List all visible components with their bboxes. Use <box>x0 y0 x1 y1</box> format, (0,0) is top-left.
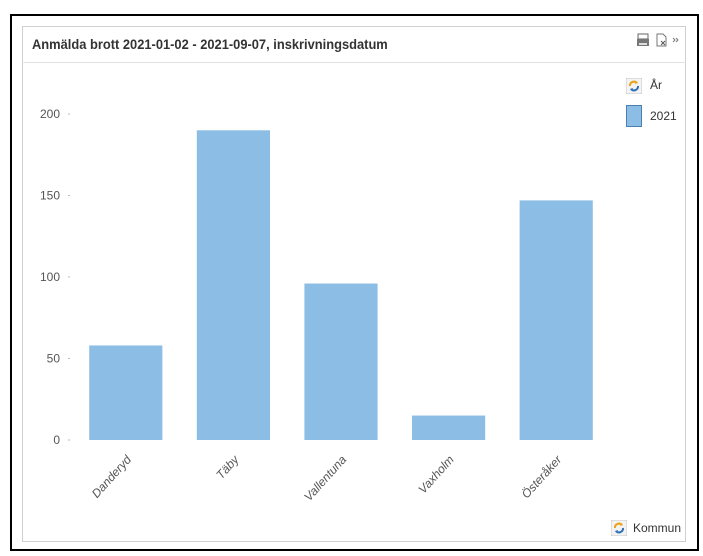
x-axis-title: Kommun <box>633 521 682 535</box>
bar <box>196 130 270 441</box>
bar <box>89 345 163 440</box>
y-tick-label: 0 <box>53 433 60 447</box>
x-tick-label: Österåker <box>519 452 565 501</box>
bar <box>304 283 378 440</box>
y-tick-label: 200 <box>40 107 60 121</box>
chart-title: Anmälda brott 2021-01-02 - 2021-09-07, i… <box>32 36 388 52</box>
caption-bar: Anmälda brott 2021-01-02 - 2021-09-07, i… <box>22 26 686 63</box>
legend-title: År <box>650 78 662 92</box>
more-icon[interactable] <box>672 33 680 52</box>
y-tick-label: 100 <box>40 270 60 284</box>
x-tick-label: Vallentuna <box>301 452 349 503</box>
x-tick-label: Vaxholm <box>415 453 456 497</box>
export-excel-icon[interactable] <box>654 33 668 52</box>
print-icon[interactable] <box>636 33 650 52</box>
legend-item-label: 2021 <box>650 109 677 123</box>
cycle-dimension-icon[interactable] <box>610 519 628 541</box>
legend-swatch <box>626 105 642 127</box>
bar <box>519 200 593 440</box>
y-tick-label: 50 <box>47 352 61 366</box>
y-tick-label: 150 <box>40 189 60 203</box>
caption-icons <box>636 33 680 52</box>
bar <box>412 415 486 440</box>
x-tick-label: Täby <box>213 452 242 482</box>
x-tick-label: Danderyd <box>89 452 134 500</box>
